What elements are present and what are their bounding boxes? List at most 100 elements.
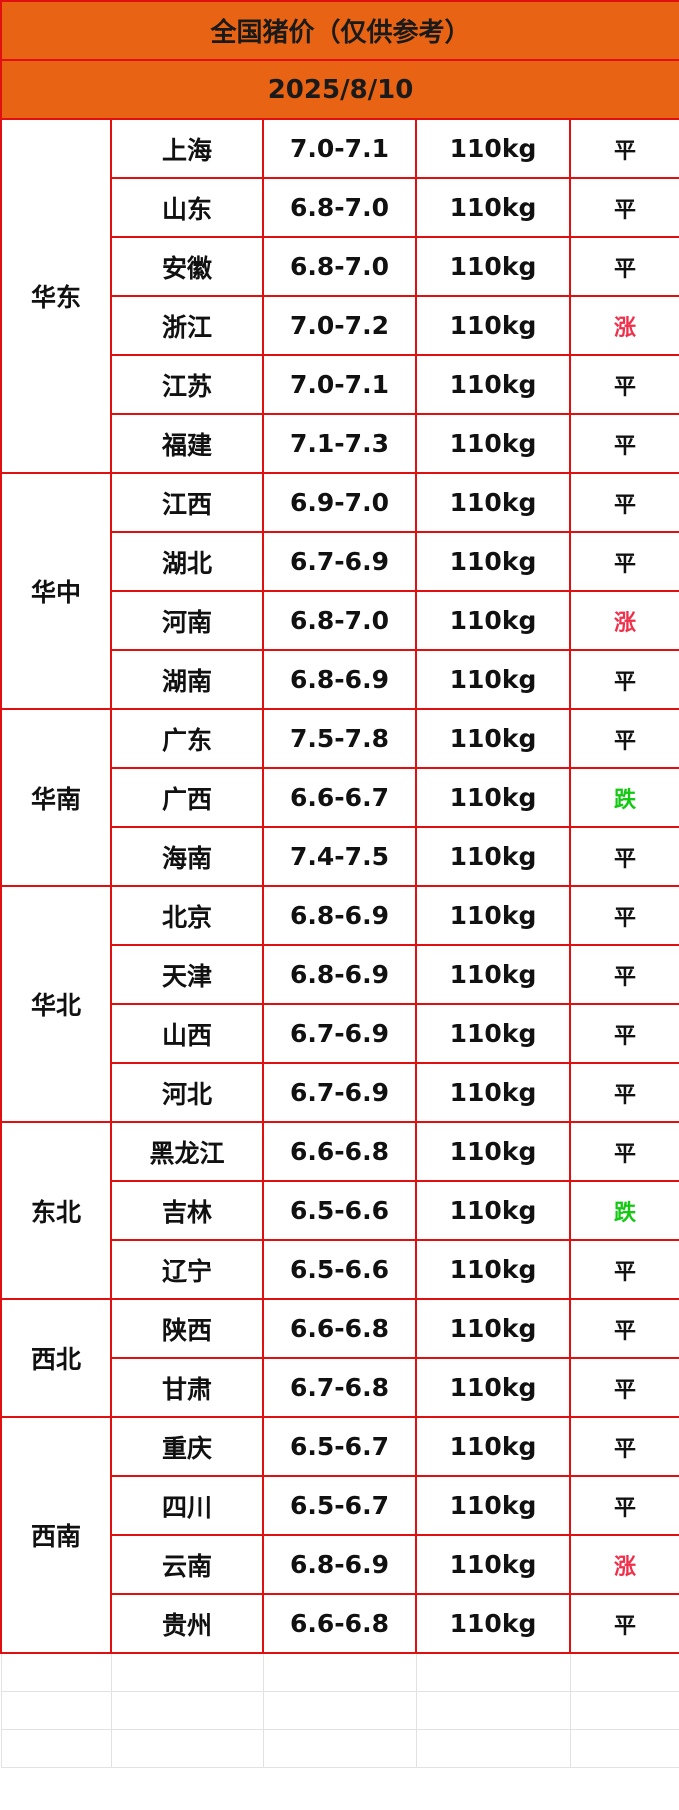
pig-price-table: 全国猪价（仅供参考） 2025/8/10 华东 上海 7.0-7.1 110kg 平山东… [0, 0, 679, 1768]
empty-cell [415, 1691, 571, 1730]
trend-cell: 涨 [568, 295, 679, 356]
empty-cell [415, 1729, 571, 1768]
province-cell: 海南 [110, 826, 264, 887]
province-cell: 浙江 [110, 295, 264, 356]
table-row: 河北 6.7-6.9 110kg 平 [1, 1062, 679, 1123]
table-row: 云南 6.8-6.9 110kg 涨 [1, 1534, 679, 1595]
weight-cell: 110kg [415, 1416, 571, 1477]
trend-cell: 平 [568, 236, 679, 297]
trend-cell: 平 [568, 1593, 679, 1654]
weight-cell: 110kg [415, 295, 571, 356]
trend-cell: 平 [568, 354, 679, 415]
table-row: 华东 上海 7.0-7.1 110kg 平 [0, 118, 679, 474]
price-cell: 6.5-6.7 [262, 1475, 417, 1536]
region-cell: 华中 [0, 472, 112, 710]
region-cell: 西南 [0, 1416, 112, 1654]
province-cell: 贵州 [110, 1593, 264, 1654]
province-cell: 北京 [110, 885, 264, 946]
table-title: 全国猪价（仅供参考） [0, 0, 679, 61]
weight-cell: 110kg [415, 413, 571, 474]
province-cell: 甘肃 [110, 1357, 264, 1418]
table-row: 四川 6.5-6.7 110kg 平 [1, 1475, 679, 1536]
price-cell: 6.6-6.8 [262, 1121, 417, 1182]
province-cell: 广东 [110, 708, 264, 769]
province-cell: 陕西 [110, 1298, 264, 1359]
empty-cell [0, 1691, 112, 1730]
table-row: 华南 广东 7.5-7.8 110kg 平 [0, 708, 679, 887]
price-cell: 6.8-6.9 [262, 649, 417, 710]
table-row: 华北 北京 6.8-6.9 110kg 平 [0, 885, 679, 1123]
table-row: 湖北 6.7-6.9 110kg 平 [1, 531, 679, 592]
price-cell: 7.5-7.8 [262, 708, 417, 769]
province-cell: 广西 [110, 767, 264, 828]
price-cell: 6.8-7.0 [262, 177, 417, 238]
price-cell: 6.5-6.7 [262, 1416, 417, 1477]
weight-cell: 110kg [415, 1239, 571, 1300]
trend-cell: 平 [568, 1475, 679, 1536]
empty-cell [110, 1652, 264, 1692]
province-cell: 江苏 [110, 354, 264, 415]
region-cell: 华东 [0, 118, 112, 474]
table-row: 天津 6.8-6.9 110kg 平 [1, 944, 679, 1005]
trend-cell: 涨 [568, 1534, 679, 1595]
empty-row [0, 1691, 679, 1730]
region-cell: 东北 [0, 1121, 112, 1300]
table-row: 广西 6.6-6.7 110kg 跌 [1, 767, 679, 828]
trend-cell: 平 [568, 1357, 679, 1418]
empty-row [0, 1729, 679, 1768]
trend-cell: 平 [568, 413, 679, 474]
region-cell: 华南 [0, 708, 112, 887]
table-row: 福建 7.1-7.3 110kg 平 [1, 413, 679, 474]
trend-cell: 平 [568, 1239, 679, 1300]
price-cell: 6.8-7.0 [262, 590, 417, 651]
price-cell: 7.0-7.2 [262, 295, 417, 356]
table-row: 山西 6.7-6.9 110kg 平 [1, 1003, 679, 1064]
price-cell: 6.6-6.7 [262, 767, 417, 828]
table-date: 2025/8/10 [0, 59, 679, 120]
province-cell: 湖南 [110, 649, 264, 710]
table-row: 华中 江西 6.9-7.0 110kg 平 [0, 472, 679, 710]
empty-cell [569, 1691, 679, 1730]
weight-cell: 110kg [415, 1357, 571, 1418]
trend-cell: 平 [568, 1003, 679, 1064]
trend-cell: 涨 [568, 590, 679, 651]
province-cell: 天津 [110, 944, 264, 1005]
province-cell: 山西 [110, 1003, 264, 1064]
weight-cell: 110kg [415, 767, 571, 828]
table-row: 河南 6.8-7.0 110kg 涨 [1, 590, 679, 651]
table-row: 浙江 7.0-7.2 110kg 涨 [1, 295, 679, 356]
trend-cell: 平 [568, 472, 679, 533]
weight-cell: 110kg [415, 1298, 571, 1359]
price-cell: 6.7-6.8 [262, 1357, 417, 1418]
price-cell: 6.6-6.8 [262, 1593, 417, 1654]
table-row: 安徽 6.8-7.0 110kg 平 [1, 236, 679, 297]
weight-cell: 110kg [415, 472, 571, 533]
province-cell: 重庆 [110, 1416, 264, 1477]
empty-cell [262, 1652, 417, 1692]
price-cell: 7.0-7.1 [262, 354, 417, 415]
price-cell: 7.1-7.3 [262, 413, 417, 474]
trend-cell: 跌 [568, 1180, 679, 1241]
table-row: 贵州 6.6-6.8 110kg 平 [1, 1593, 679, 1654]
weight-cell: 110kg [415, 1180, 571, 1241]
trend-cell: 平 [568, 1121, 679, 1182]
weight-cell: 110kg [415, 177, 571, 238]
weight-cell: 110kg [415, 1593, 571, 1654]
table-row: 湖南 6.8-6.9 110kg 平 [1, 649, 679, 710]
weight-cell: 110kg [415, 590, 571, 651]
weight-cell: 110kg [415, 826, 571, 887]
province-cell: 河南 [110, 590, 264, 651]
price-cell: 6.5-6.6 [262, 1239, 417, 1300]
empty-cell [569, 1729, 679, 1768]
price-cell: 6.7-6.9 [262, 531, 417, 592]
province-cell: 安徽 [110, 236, 264, 297]
weight-cell: 110kg [415, 944, 571, 1005]
province-cell: 上海 [110, 118, 264, 179]
empty-cell [110, 1691, 264, 1730]
table-row: 东北 黑龙江 6.6-6.8 110kg 平 [0, 1121, 679, 1300]
empty-row [0, 1652, 679, 1692]
price-cell: 6.8-6.9 [262, 944, 417, 1005]
table-row: 西南 重庆 6.5-6.7 110kg 平 [0, 1416, 679, 1654]
weight-cell: 110kg [415, 885, 571, 946]
province-cell: 辽宁 [110, 1239, 264, 1300]
